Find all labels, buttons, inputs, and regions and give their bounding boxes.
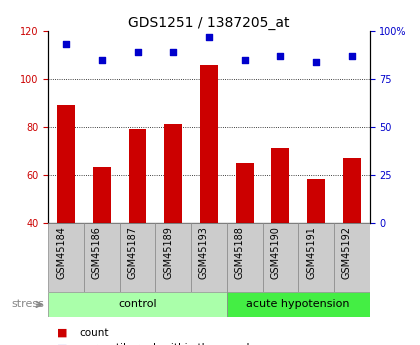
- Point: [134, 49, 141, 55]
- Bar: [120, 223, 155, 292]
- Point: [98, 57, 105, 62]
- Bar: [236, 163, 254, 223]
- Text: percentile rank within the sample: percentile rank within the sample: [80, 343, 256, 345]
- Bar: [227, 223, 262, 292]
- Title: GDS1251 / 1387205_at: GDS1251 / 1387205_at: [128, 16, 290, 30]
- Text: GSM45192: GSM45192: [342, 226, 352, 279]
- Point: [277, 53, 284, 59]
- Point: [63, 42, 70, 47]
- Bar: [200, 65, 218, 223]
- Bar: [48, 223, 84, 292]
- Text: acute hypotension: acute hypotension: [247, 299, 350, 309]
- Text: control: control: [118, 299, 157, 309]
- Bar: [271, 148, 289, 223]
- Point: [206, 34, 212, 40]
- Text: GSM45189: GSM45189: [163, 226, 173, 279]
- Text: GSM45191: GSM45191: [306, 226, 316, 279]
- Bar: [48, 292, 227, 317]
- Bar: [307, 179, 325, 223]
- Text: GSM45188: GSM45188: [235, 226, 244, 279]
- Text: GSM45186: GSM45186: [92, 226, 102, 279]
- Point: [349, 53, 355, 59]
- Bar: [155, 223, 191, 292]
- Bar: [227, 292, 370, 317]
- Bar: [93, 167, 111, 223]
- Text: ■: ■: [57, 328, 67, 338]
- Bar: [84, 223, 120, 292]
- Text: GSM45193: GSM45193: [199, 226, 209, 279]
- Text: stress: stress: [11, 299, 44, 309]
- Text: GSM45190: GSM45190: [270, 226, 281, 279]
- Text: count: count: [80, 328, 109, 338]
- Bar: [129, 129, 147, 223]
- Bar: [343, 158, 361, 223]
- Point: [312, 59, 319, 65]
- Point: [241, 57, 248, 62]
- Text: GSM45187: GSM45187: [128, 226, 138, 279]
- Text: ■: ■: [57, 343, 67, 345]
- Text: GSM45184: GSM45184: [56, 226, 66, 279]
- Bar: [191, 223, 227, 292]
- Bar: [298, 223, 334, 292]
- Bar: [164, 125, 182, 223]
- Point: [170, 49, 177, 55]
- Bar: [334, 223, 370, 292]
- Bar: [57, 105, 75, 223]
- Bar: [262, 223, 298, 292]
